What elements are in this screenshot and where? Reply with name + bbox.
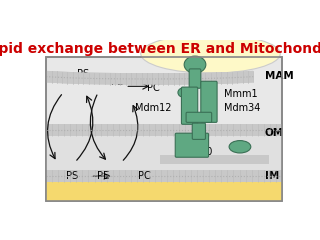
Text: MAM: MAM [265, 71, 293, 81]
Polygon shape [46, 124, 282, 136]
Text: OM: OM [265, 128, 284, 138]
Polygon shape [46, 170, 282, 182]
Ellipse shape [178, 88, 189, 97]
Bar [160, 155, 268, 164]
FancyBboxPatch shape [192, 123, 205, 139]
Text: Mdm10: Mdm10 [176, 147, 212, 157]
Ellipse shape [229, 141, 251, 153]
Bar [46, 57, 282, 201]
Text: PC: PC [147, 83, 160, 93]
Text: PS: PS [76, 69, 89, 79]
Text: Mdm12: Mdm12 [135, 103, 172, 113]
Text: Mmm1: Mmm1 [224, 89, 258, 99]
Bar [46, 136, 282, 170]
Text: IM: IM [265, 171, 279, 181]
Polygon shape [46, 71, 253, 85]
FancyBboxPatch shape [201, 81, 217, 122]
Ellipse shape [141, 34, 280, 73]
Text: Lipid exchange between ER and Mitochondria: Lipid exchange between ER and Mitochondr… [0, 42, 320, 56]
FancyBboxPatch shape [181, 87, 198, 124]
FancyBboxPatch shape [189, 69, 201, 88]
Bar [46, 182, 282, 201]
Polygon shape [46, 71, 253, 85]
Text: Mdm34: Mdm34 [224, 103, 261, 113]
FancyBboxPatch shape [186, 112, 212, 122]
FancyBboxPatch shape [175, 133, 209, 157]
Text: PE: PE [98, 171, 110, 181]
Text: PC: PC [138, 171, 151, 181]
Text: PE: PE [111, 78, 124, 87]
Text: PS: PS [67, 171, 79, 181]
Ellipse shape [184, 56, 206, 73]
Bar [46, 57, 282, 201]
